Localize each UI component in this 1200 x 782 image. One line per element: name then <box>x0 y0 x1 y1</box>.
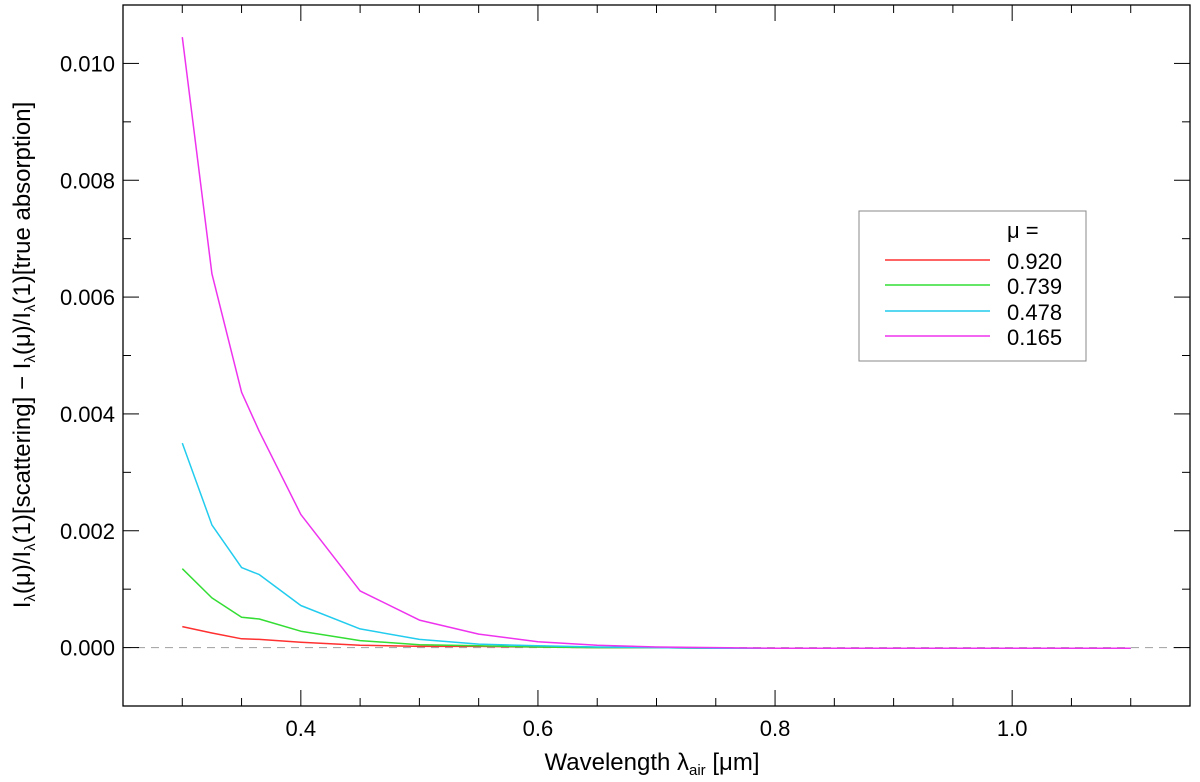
legend-label-3: 0.165 <box>1007 325 1062 350</box>
series-line-3 <box>181 37 1131 649</box>
legend-title: μ = <box>1007 218 1039 243</box>
series-layer <box>181 37 1131 649</box>
y-tick-label: 0.006 <box>60 285 115 310</box>
y-tick-label: 0.008 <box>60 168 115 193</box>
series-line-1 <box>181 568 1131 649</box>
series-line-0 <box>182 625 1131 649</box>
legend-label-1: 0.739 <box>1007 274 1062 299</box>
x-axis-label: Wavelength λair [μm] <box>544 749 759 779</box>
y-tick-label: 0.004 <box>60 402 115 427</box>
x-tick-label: 1.0 <box>997 716 1028 741</box>
x-tick-label: 0.4 <box>286 716 317 741</box>
x-tick-label: 0.6 <box>523 716 554 741</box>
tick-layer: 0.4 0.6 0.8 1.0 0.000 0.002 0.004 0.006 0.008 0.0… <box>60 4 1191 741</box>
legend-label-2: 0.478 <box>1007 300 1062 325</box>
y-tick-label: 0.010 <box>60 51 115 76</box>
y-axis-label: Iλ(μ)/Iλ(1)[scattering] − Iλ(μ)/Iλ(1)[tr… <box>9 102 39 609</box>
y-tick-label: 0.002 <box>60 519 115 544</box>
x-tick-label: 0.8 <box>760 716 791 741</box>
y-tick-label: 0.000 <box>60 636 115 661</box>
legend-label-0: 0.920 <box>1007 249 1062 274</box>
